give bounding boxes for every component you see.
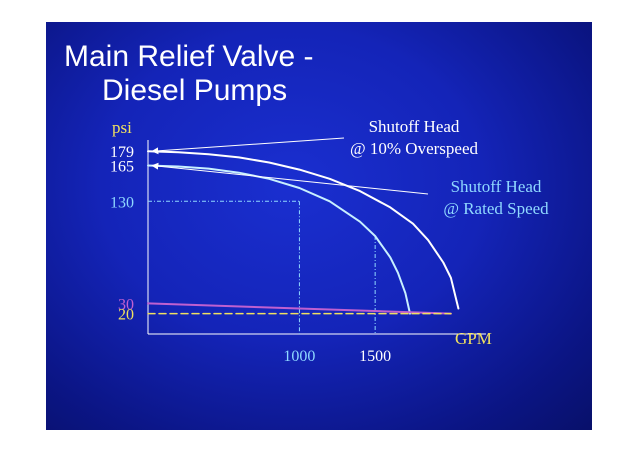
annotation-shutoff-overspeed-line1: Shutoff Head [369,117,460,136]
y-tick-label-165: 165 [110,159,134,176]
title-line-2: Diesel Pumps [102,74,288,107]
x-axis-label: GPM [455,329,492,348]
slide: Main Relief Valve - Diesel Pumps 179 165 1… [46,22,592,430]
series-line-rated [147,164,411,315]
title-line-1: Main Relief Valve - [64,40,314,73]
annotation-arrow-shutoff-rated [151,162,429,195]
series-line-overspeed [147,150,460,310]
annotation-arrow-shutoff-overspeed [151,137,345,155]
y-tick-label-20: 20 [118,307,134,324]
y-tick-label-30: 30 [118,296,134,313]
slide-title: Main Relief Valve - Diesel Pumps [64,40,314,108]
annotation-shutoff-rated-line1: Shutoff Head [451,177,542,196]
annotation-shutoff-overspeed-line2: @ 10% Overspeed [350,139,479,158]
series-line-relief-30 [147,302,452,315]
annotation-shutoff-rated-line2: @ Rated Speed [443,199,549,218]
x-tick-label-1000: 1000 [283,348,315,365]
y-axis-label: psi [112,118,132,137]
x-tick-label-1500: 1500 [359,348,391,365]
y-tick-label-179: 179 [110,144,134,161]
y-tick-label-130: 130 [110,194,134,211]
